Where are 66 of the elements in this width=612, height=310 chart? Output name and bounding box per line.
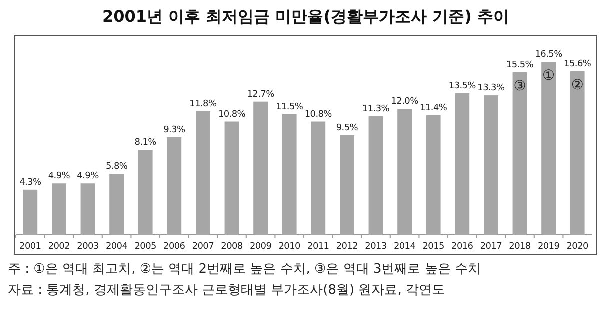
x-tick-label: 2008: [221, 242, 244, 252]
x-tick-label: 2012: [336, 242, 358, 252]
data-label: 11.5%: [276, 102, 304, 112]
data-label: 10.8%: [304, 110, 333, 120]
bar: [138, 150, 153, 235]
x-tick-label: 2004: [106, 242, 128, 252]
x-tick-label: 2013: [365, 242, 387, 252]
data-label: 15.6%: [564, 59, 592, 70]
bar: [224, 122, 240, 235]
x-tick-label: 2017: [480, 242, 502, 252]
bar: [368, 116, 384, 235]
data-label: 13.5%: [448, 81, 477, 92]
x-tick-label: 2001: [20, 242, 42, 252]
x-tick-label: 2016: [452, 242, 474, 252]
x-tick-label: 2006: [164, 242, 186, 252]
data-label: 5.8%: [106, 162, 128, 172]
text: 주 : ①은 역대 최고치, ②는 역대 2번째로 높은 수치, ③은 역대 3번째로 높은 수치: [8, 262, 482, 277]
data-label: 10.8%: [218, 110, 246, 120]
data-label: 8.1%: [134, 138, 158, 148]
x-tick-label: 2019: [538, 242, 560, 252]
x-tick-label: 2014: [394, 242, 416, 252]
x-tick-label: 2020: [566, 242, 590, 252]
bar: [254, 102, 268, 235]
data-label: 16.5%: [535, 50, 564, 60]
bar: [80, 184, 96, 235]
data-label: 11.3%: [362, 104, 390, 115]
bar: [311, 122, 326, 235]
data-label: 4.3%: [20, 178, 42, 188]
x-tick-label: 2011: [308, 242, 330, 252]
x-tick-label: 2018: [509, 242, 532, 252]
data-label: 12.7%: [247, 90, 276, 100]
data-label: 4.9%: [77, 172, 100, 182]
text: 자료 : 통계청, 경제활동인구조사 근로형태별 부가조사(8월) 원자료, 각연도: [8, 283, 445, 298]
chart-title: 2001년 이후 최저임금 미만율(경활부가조사 기준) 추이: [102, 7, 510, 26]
bar: [484, 96, 498, 235]
bar: [455, 93, 470, 235]
data-label: 13.3%: [478, 84, 506, 94]
bar: [282, 114, 297, 235]
annotation: ②: [571, 77, 584, 94]
bar: [52, 184, 66, 235]
bar: [340, 135, 354, 235]
annotation: ③: [514, 78, 526, 94]
bar: [398, 109, 412, 235]
bar: [167, 137, 182, 235]
bar: [23, 190, 38, 235]
bar: [196, 111, 210, 235]
x-tick-label: 2005: [134, 242, 156, 252]
data-label: 9.3%: [164, 125, 186, 136]
x-tick-label: 2003: [77, 242, 99, 252]
bar: [426, 115, 441, 235]
bar: [110, 174, 124, 235]
bar: [512, 72, 528, 235]
x-tick-label: 2010: [278, 242, 302, 252]
data-label: 11.4%: [420, 103, 448, 114]
bar: [570, 71, 585, 235]
data-label: 9.5%: [336, 123, 359, 134]
x-tick-label: 2015: [422, 242, 444, 252]
data-label: 12.0%: [391, 97, 420, 108]
data-label: 11.8%: [190, 99, 218, 110]
x-tick-label: 2002: [48, 242, 70, 252]
x-tick-label: 2007: [192, 242, 214, 252]
bar: [542, 62, 556, 235]
data-label: 15.5%: [506, 60, 534, 70]
x-tick-label: 2009: [250, 242, 272, 252]
annotation: ①: [542, 68, 556, 84]
data-label: 4.9%: [48, 172, 71, 182]
